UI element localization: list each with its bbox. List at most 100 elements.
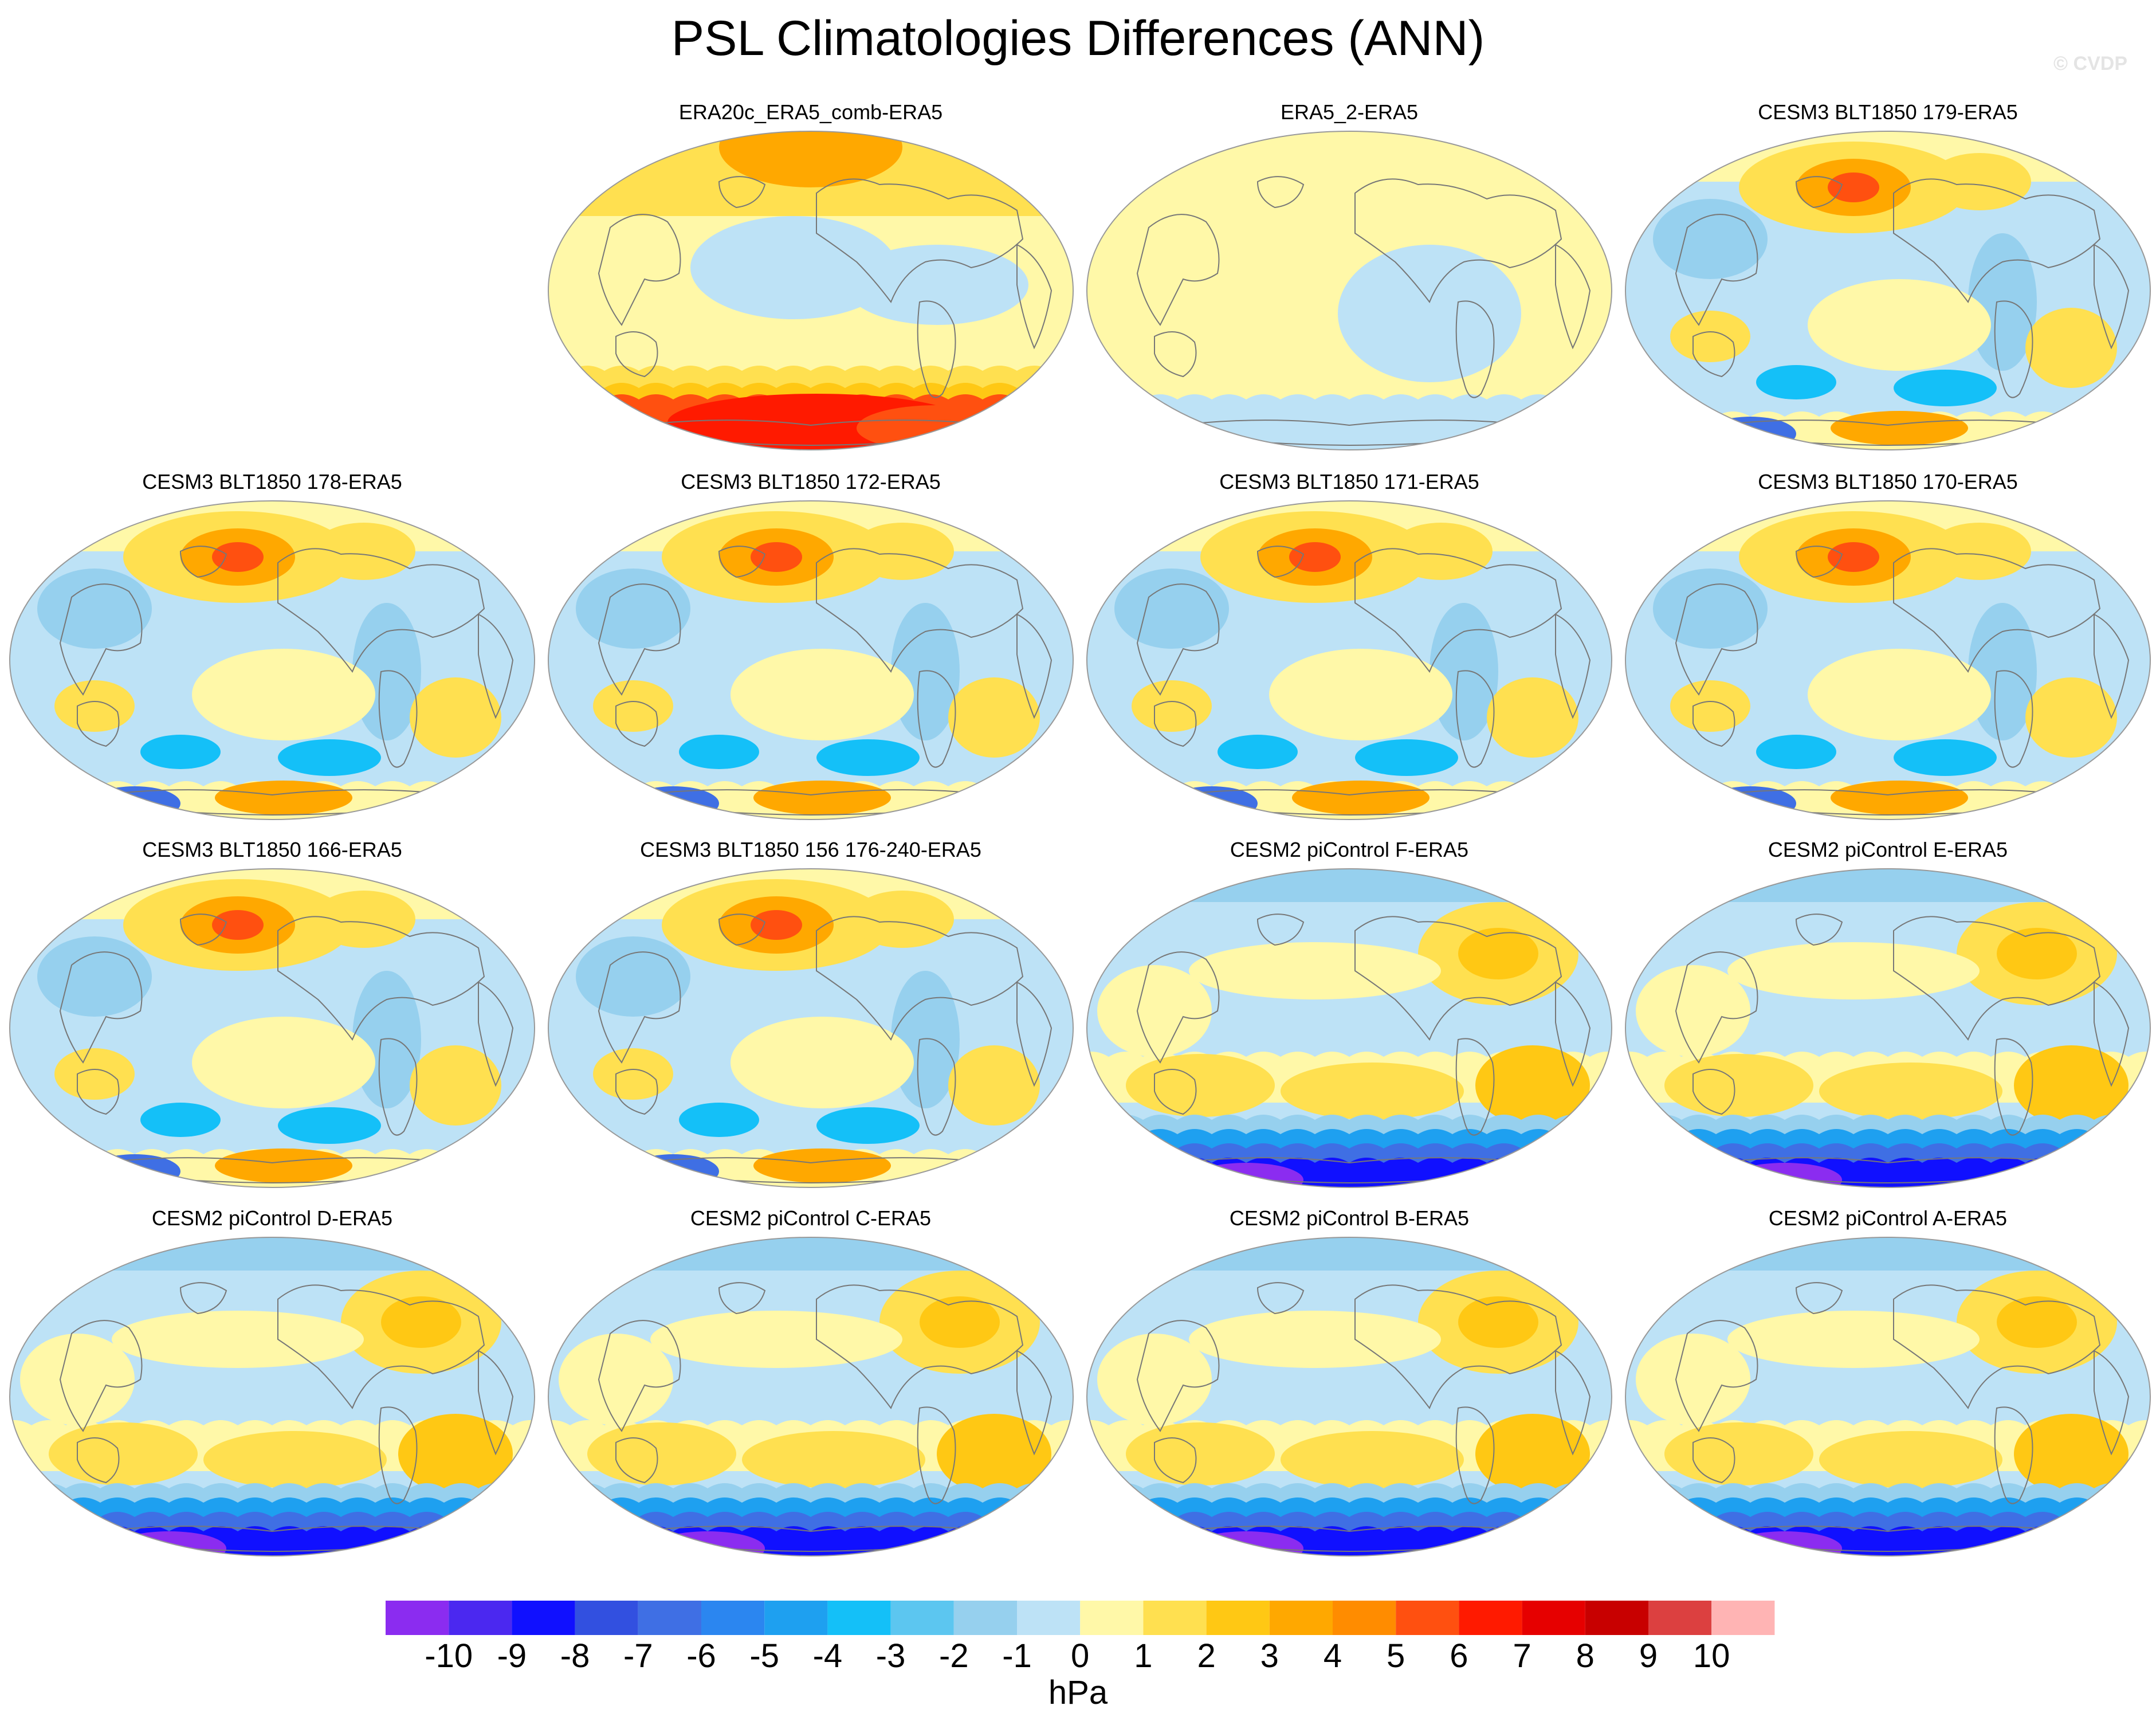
coastline-4 xyxy=(1016,981,1053,1087)
southern-negative xyxy=(1087,394,1612,450)
coastline-0 xyxy=(1354,178,1562,304)
map-panel-p4: CESM3 BLT1850 178-ERA5 xyxy=(9,470,536,837)
southern-low-1 xyxy=(140,1103,221,1137)
south-pacific-high xyxy=(203,1431,387,1488)
map-border xyxy=(1625,868,2151,1188)
indian-ocean-band xyxy=(1097,1334,1212,1425)
colorbar-tick-label: 0 xyxy=(1071,1637,1090,1675)
indian-ocean-band xyxy=(1636,965,1750,1057)
panel-title: CESM2 piControl F-ERA5 xyxy=(1230,838,1469,861)
coastline-3 xyxy=(1455,1038,1495,1136)
coastline-4 xyxy=(2094,613,2130,719)
map-border xyxy=(1625,1237,2151,1557)
map-panel-p12: CESM2 piControl D-ERA5 xyxy=(9,1206,536,1573)
coastline-3 xyxy=(917,1038,956,1136)
colorbar-tick-label: -7 xyxy=(623,1637,653,1675)
colorbar-swatch xyxy=(1143,1601,1207,1635)
south-atlantic-high xyxy=(398,1414,513,1494)
map-panel-p6: CESM3 BLT1850 171-ERA5 xyxy=(1086,470,1613,837)
coastline-5 xyxy=(718,546,766,578)
panel-title: CESM3 BLT1850 166-ERA5 xyxy=(142,838,402,861)
colorbar-swatch xyxy=(1017,1601,1081,1635)
map-panel-p9: CESM3 BLT1850 156 176-240-ERA5 xyxy=(547,838,1074,1205)
map-p3 xyxy=(1625,131,2151,450)
map-panel-p5: CESM3 BLT1850 172-ERA5 xyxy=(547,470,1074,837)
coastline-4 xyxy=(1016,613,1053,719)
band-north xyxy=(1087,869,1612,902)
north-pacific-peak xyxy=(751,542,802,572)
coastline-3 xyxy=(1994,1038,2033,1136)
coastline-1 xyxy=(1675,583,1758,696)
southern-low-2 xyxy=(1894,739,1997,776)
watermark: © CVDP xyxy=(2053,53,2127,75)
colorbar-swatch xyxy=(953,1601,1017,1635)
atlantic-core xyxy=(381,1296,461,1348)
antarctic-high xyxy=(215,1148,352,1183)
coastline-5 xyxy=(1795,1282,1843,1315)
colorbar-tick-label: 1 xyxy=(1134,1637,1153,1675)
panel-title: CESM3 BLT1850 170-ERA5 xyxy=(1758,470,2018,493)
southern-low-1 xyxy=(1756,735,1836,769)
coastline-0 xyxy=(1354,1284,1562,1410)
colorbar-swatch xyxy=(575,1601,638,1635)
coastline-5 xyxy=(1795,914,1843,946)
coastline-4 xyxy=(1555,244,1591,350)
map-border xyxy=(548,868,1074,1188)
colorbar-swatch xyxy=(1522,1601,1585,1635)
coastline-2 xyxy=(1692,701,1735,747)
antarctic-high xyxy=(753,781,891,815)
colorbar-tick-label: 7 xyxy=(1513,1637,1531,1675)
north-pacific-peak xyxy=(212,542,264,572)
colorbar-swatch xyxy=(1585,1601,1648,1635)
coastline-4 xyxy=(478,613,514,719)
south-pacific-high xyxy=(731,649,914,740)
coastline-2 xyxy=(1692,331,1735,378)
antarctic-high xyxy=(753,1148,891,1183)
map-panel-p14: CESM2 piControl B-ERA5 xyxy=(1086,1206,1613,1573)
coastline-0 xyxy=(1893,178,2101,304)
antarctic-high xyxy=(1831,411,1968,445)
coastline-3 xyxy=(1994,670,2033,768)
indian-ocean-high xyxy=(1670,311,1750,362)
south-indian-high xyxy=(1126,1054,1275,1117)
map-p5 xyxy=(548,500,1074,820)
map-panel-p2: ERA5_2-ERA5 xyxy=(1086,100,1613,467)
colorbar-tick-label: 5 xyxy=(1387,1637,1405,1675)
arctic-high xyxy=(1928,153,2031,210)
south-atlantic-high xyxy=(2014,1045,2128,1126)
north-pole-high xyxy=(719,131,902,187)
coastline-4 xyxy=(2094,244,2130,350)
coastline-2 xyxy=(77,1437,120,1484)
coastline-1 xyxy=(1136,951,1220,1064)
southern-low-2 xyxy=(278,1107,381,1144)
south-atlantic-high xyxy=(937,1414,1051,1494)
southern-low-2 xyxy=(278,739,381,776)
coastline-4 xyxy=(1555,981,1591,1087)
coastline-5 xyxy=(718,1282,766,1315)
south-indian-high xyxy=(1664,1054,1813,1117)
coastline-0 xyxy=(277,916,485,1041)
coastline-3 xyxy=(1994,1406,2033,1504)
coastline-2 xyxy=(615,701,658,747)
southern-low-1 xyxy=(1218,735,1298,769)
map-border xyxy=(1086,1237,1612,1557)
map-panel-p3: CESM3 BLT1850 179-ERA5 xyxy=(1624,100,2151,467)
panel-title: CESM2 piControl A-ERA5 xyxy=(1768,1206,2008,1230)
coastline-2 xyxy=(1154,331,1197,378)
asia-negative xyxy=(1653,199,1768,279)
south-pacific-high xyxy=(731,1017,914,1108)
south-atlantic-high xyxy=(2014,1414,2128,1494)
coastline-1 xyxy=(1136,214,1220,326)
band-north xyxy=(10,1237,535,1271)
coastline-4 xyxy=(1555,613,1591,719)
colorbar-tick-label: 6 xyxy=(1450,1637,1468,1675)
north-pacific-peak xyxy=(1828,172,1879,202)
asia-negative xyxy=(576,936,690,1017)
coastline-4 xyxy=(2094,981,2130,1087)
coastline-0 xyxy=(277,1284,485,1410)
colorbar-tick-label: -6 xyxy=(686,1637,716,1675)
map-border xyxy=(1625,131,2151,450)
map-panel-p7: CESM3 BLT1850 170-ERA5 xyxy=(1624,470,2151,837)
map-border xyxy=(1086,131,1612,450)
map-border xyxy=(9,1237,535,1557)
